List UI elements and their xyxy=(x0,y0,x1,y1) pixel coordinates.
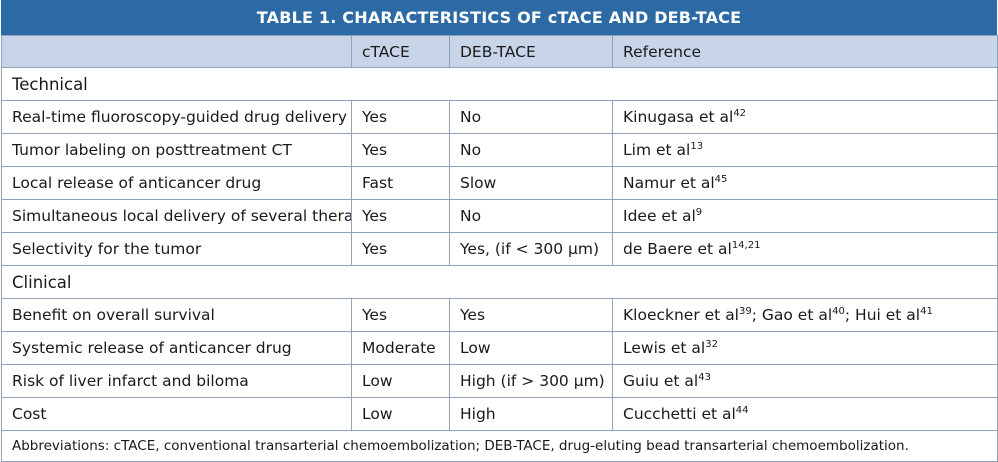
reference-text: Idee et al xyxy=(623,207,696,225)
reference-cell: Lewis et al32 xyxy=(612,331,998,365)
reference-text: Gao et al xyxy=(761,306,833,324)
footnote-row: Abbreviations: cTACE, conventional trans… xyxy=(1,430,998,462)
deb-tace-cell: High xyxy=(449,397,613,431)
citation-number: 42 xyxy=(733,107,747,119)
table-row: Risk of liver infarct and biloma Low High … xyxy=(1,364,998,398)
feature-cell: Local release of anticancer drug xyxy=(1,166,352,200)
ctace-cell: Yes xyxy=(351,199,450,233)
header-row: cTACE DEB-TACE Reference xyxy=(1,35,998,68)
deb-tace-cell: No xyxy=(449,133,613,167)
reference-cell: de Baere et al14,21 xyxy=(612,232,998,266)
ctace-cell: Moderate xyxy=(351,331,450,365)
data-table: cTACE DEB-TACE Reference Technical Real-t… xyxy=(1,35,998,462)
ctace-cell: Yes xyxy=(351,100,450,134)
reference-text: Namur et al xyxy=(623,174,715,192)
deb-tace-cell: No xyxy=(449,199,613,233)
reference-text: Kloeckner et al xyxy=(623,306,739,324)
table-row: Tumor labeling on posttreatment CT Yes No L… xyxy=(1,133,998,167)
section-label: Clinical xyxy=(1,265,998,299)
ctace-cell: Fast xyxy=(351,166,450,200)
table-row: Local release of anticancer drug Fast Slow… xyxy=(1,166,998,200)
citation-number: 9 xyxy=(695,206,703,218)
table-row: Cost Low High Cucchetti et al44 xyxy=(1,397,998,431)
table-row: Benefit on overall survival Yes Yes Kloeckn… xyxy=(1,298,998,332)
feature-cell: Cost xyxy=(1,397,352,431)
reference-cell: Kinugasa et al42 xyxy=(612,100,998,134)
deb-tace-cell: Yes xyxy=(449,298,613,332)
footnote: Abbreviations: cTACE, conventional trans… xyxy=(1,430,998,462)
reference-text: de Baere et al xyxy=(623,240,732,258)
deb-tace-cell: High (if > 300 µm) xyxy=(449,364,613,398)
citation-number: 39 xyxy=(739,305,752,317)
reference-cell: Namur et al45 xyxy=(612,166,998,200)
header-deb-tace: DEB-TACE xyxy=(449,35,613,68)
feature-cell: Systemic release of anticancer drug xyxy=(1,331,352,365)
citation-number: 41 xyxy=(920,305,933,317)
ctace-cell: Yes xyxy=(351,133,450,167)
deb-tace-cell: Slow xyxy=(449,166,613,200)
table-body: Technical Real-time fluoroscopy-guided dr… xyxy=(1,67,998,431)
reference-text: Kinugasa et al xyxy=(623,108,734,126)
feature-cell: Real-time fluoroscopy-guided drug delive… xyxy=(1,100,352,134)
ctace-cell: Low xyxy=(351,364,450,398)
table-row: Selectivity for the tumor Yes Yes, (if < 3… xyxy=(1,232,998,266)
citation-number: 44 xyxy=(735,404,749,416)
citation-number: 32 xyxy=(705,338,718,350)
table-row: Systemic release of anticancer drug Moder… xyxy=(1,331,998,365)
reference-cell: Kloeckner et al39; Gao et al40; Hui et a… xyxy=(612,298,998,332)
header-ctace: cTACE xyxy=(351,35,450,68)
reference-cell: Lim et al13 xyxy=(612,133,998,167)
table-row: Real-time fluoroscopy-guided drug delive… xyxy=(1,100,998,134)
citation-number: 14,21 xyxy=(731,239,761,251)
section-label: Technical xyxy=(1,67,998,101)
reference-text: Lim et al xyxy=(623,141,691,159)
deb-tace-cell: Yes, (if < 300 µm) xyxy=(449,232,613,266)
reference-cell: Cucchetti et al44 xyxy=(612,397,998,431)
ctace-cell: Yes xyxy=(351,298,450,332)
reference-separator: ; xyxy=(751,306,762,324)
reference-separator: ; xyxy=(844,306,856,324)
reference-text: Lewis et al xyxy=(623,339,706,357)
reference-cell: Idee et al9 xyxy=(612,199,998,233)
feature-cell: Selectivity for the tumor xyxy=(1,232,352,266)
section-row-clinical: Clinical xyxy=(1,265,998,299)
header-feature xyxy=(1,35,352,68)
deb-tace-cell: Low xyxy=(449,331,613,365)
citation-number: 45 xyxy=(714,173,728,185)
reference-cell: Guiu et al43 xyxy=(612,364,998,398)
feature-cell: Tumor labeling on posttreatment CT xyxy=(1,133,352,167)
reference-text: Hui et al xyxy=(855,306,921,324)
table-row: Simultaneous local delivery of several t… xyxy=(1,199,998,233)
table-title: TABLE 1. CHARACTERISTICS OF cTACE AND DE… xyxy=(1,0,997,35)
header-reference: Reference xyxy=(612,35,998,68)
feature-cell: Simultaneous local delivery of several t… xyxy=(1,199,352,233)
feature-cell: Risk of liver infarct and biloma xyxy=(1,364,352,398)
ctace-cell: Yes xyxy=(351,232,450,266)
section-row-technical: Technical xyxy=(1,67,998,101)
ctace-cell: Low xyxy=(351,397,450,431)
feature-cell: Benefit on overall survival xyxy=(1,298,352,332)
deb-tace-cell: No xyxy=(449,100,613,134)
reference-text: Cucchetti et al xyxy=(623,405,736,423)
citation-number: 40 xyxy=(832,305,845,317)
reference-text: Guiu et al xyxy=(623,372,699,390)
citation-number: 13 xyxy=(690,140,704,152)
citation-number: 43 xyxy=(698,371,711,383)
